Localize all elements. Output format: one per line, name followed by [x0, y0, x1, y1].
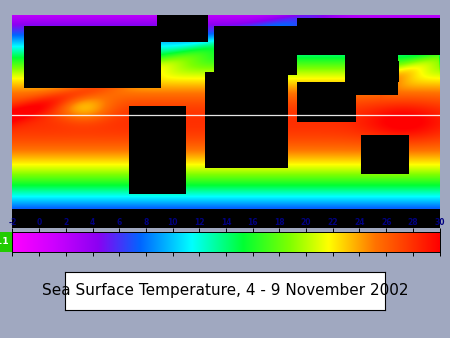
Text: -2.1: -2.1	[0, 238, 9, 246]
Text: Sea Surface Temperature, 4 - 9 November 2002: Sea Surface Temperature, 4 - 9 November …	[42, 284, 408, 298]
